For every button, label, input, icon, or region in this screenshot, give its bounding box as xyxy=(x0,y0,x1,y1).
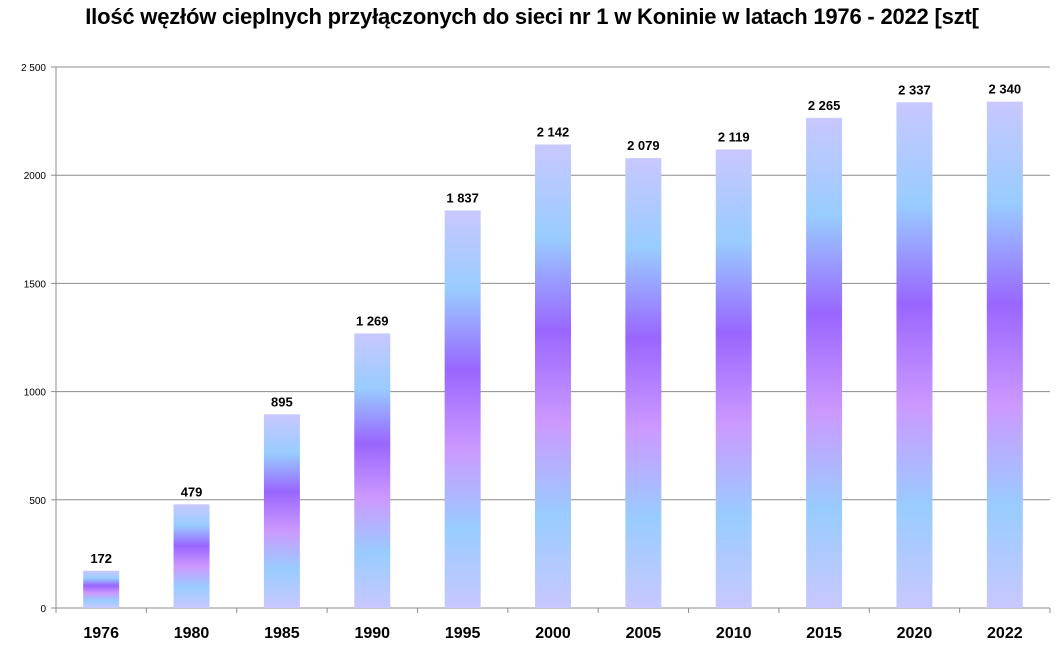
x-tick-label: 2015 xyxy=(806,625,842,642)
y-tick-label: 0 xyxy=(40,604,46,615)
data-label-2005: 2 079 xyxy=(627,138,660,153)
x-tick-labels: 1976 1980 1985 1990 1995 2000 2005 2010 2015 2020… xyxy=(83,625,1022,642)
y-tick-label: 500 xyxy=(29,496,46,507)
x-tick-label: 1976 xyxy=(83,625,119,642)
data-label-1990: 1 269 xyxy=(356,313,389,328)
bar-1976 xyxy=(83,570,120,608)
y-tick-label: 1500 xyxy=(24,279,47,290)
data-label-1995: 1 837 xyxy=(446,190,479,205)
data-label-1985: 895 xyxy=(271,394,293,409)
bar-2010 xyxy=(715,149,752,608)
x-tick-label: 2000 xyxy=(535,625,571,642)
x-tick-label: 1990 xyxy=(354,625,390,642)
data-label-1976: 172 xyxy=(90,551,112,566)
y-tick-label: 2000 xyxy=(24,171,47,182)
data-label-2000: 2 142 xyxy=(537,124,570,139)
x-tick-label: 1985 xyxy=(264,625,300,642)
chart-title: Ilość węzłów cieplnych przyłączonych do … xyxy=(85,4,979,29)
data-label-2020: 2 337 xyxy=(898,82,931,97)
bar-1990 xyxy=(354,333,391,608)
data-label-2022: 2 340 xyxy=(989,82,1022,97)
bar-2015 xyxy=(806,117,843,608)
bar-2022 xyxy=(986,101,1023,609)
bar-2000 xyxy=(535,144,571,609)
x-tick-label: 2010 xyxy=(716,625,752,642)
data-label-1980: 479 xyxy=(181,484,203,499)
y-tick-labels: 0 500 1000 1500 2000 2 500 xyxy=(21,63,46,615)
data-labels: 172 479 895 1 269 1 837 2 142 2 079 2 119 2 265 2… xyxy=(90,82,1021,566)
x-tick-label: 1995 xyxy=(445,625,481,642)
bar-2020 xyxy=(896,102,933,609)
data-label-2015: 2 265 xyxy=(808,98,841,113)
x-tick-label: 1980 xyxy=(174,625,210,642)
y-tick-label: 2 500 xyxy=(21,63,46,74)
x-tick-label: 2005 xyxy=(626,625,662,642)
x-tick-label: 2022 xyxy=(987,625,1023,642)
y-tick-label: 1000 xyxy=(24,388,47,399)
data-label-2010: 2 119 xyxy=(718,129,750,144)
bars xyxy=(83,101,1023,609)
bar-1995 xyxy=(444,210,481,608)
bar-1985 xyxy=(263,414,300,608)
bar-2005 xyxy=(625,158,662,608)
bar-1980 xyxy=(173,504,210,608)
x-tick-label: 2020 xyxy=(897,625,933,642)
